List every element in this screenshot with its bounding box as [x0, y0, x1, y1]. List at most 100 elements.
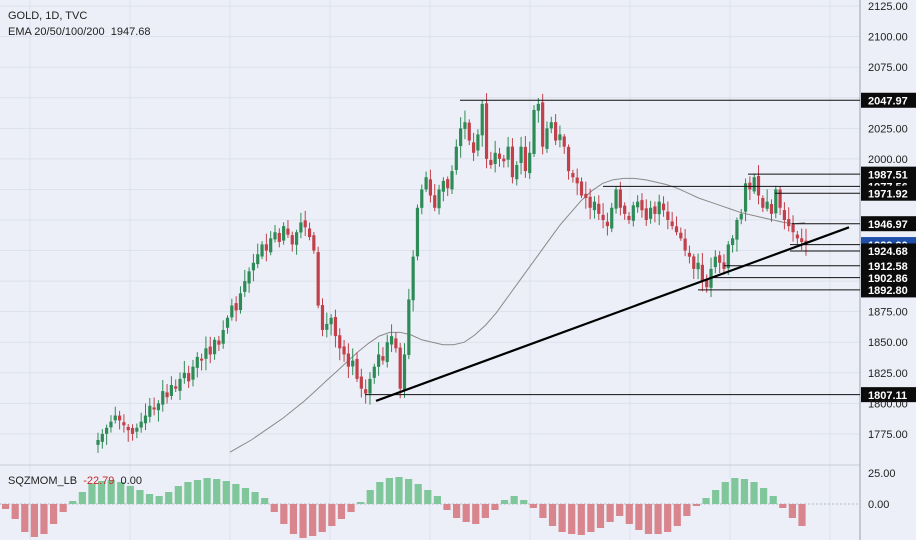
- sqz-bar-54: [520, 500, 528, 504]
- sqz-bar-29: [280, 504, 288, 524]
- candle-73: [411, 250, 415, 312]
- candle-27: [212, 337, 217, 360]
- candle-137: [687, 245, 692, 264]
- candle-body-49: [307, 228, 312, 238]
- candle-54: [329, 314, 333, 336]
- sqz-bar-57: [548, 504, 557, 526]
- candle-body-75: [420, 189, 424, 208]
- candle-body-138: [692, 256, 696, 269]
- sqz-bar-64: [616, 504, 624, 516]
- sqz-bar-61: [587, 504, 595, 532]
- candle-body-6: [122, 422, 126, 426]
- candle-26: [208, 336, 212, 364]
- candle-101: [532, 105, 536, 157]
- candle-body-92: [493, 152, 497, 164]
- candle-72: [407, 288, 411, 360]
- indicator-name: SQZMOM_LB: [8, 475, 78, 487]
- candle-74: [415, 204, 420, 261]
- candle-body-106: [554, 122, 558, 141]
- candle-body-161: [791, 224, 795, 233]
- candle-6: [122, 414, 126, 433]
- candle-body-99: [523, 146, 527, 172]
- candle-114: [588, 188, 592, 220]
- candle-body-69: [394, 338, 398, 349]
- candle-body-144: [718, 255, 722, 263]
- price-tick-10: 1875.00: [868, 307, 908, 319]
- candle-125: [636, 195, 640, 213]
- candle-body-43: [282, 226, 286, 241]
- candle-body-112: [579, 181, 584, 196]
- candle-14: [156, 400, 161, 422]
- candle-154: [761, 195, 765, 213]
- candle-body-46: [294, 232, 299, 245]
- candle-body-51: [316, 252, 320, 306]
- level-1: 1987.51: [748, 166, 916, 182]
- level-4: 1946.97: [792, 216, 916, 232]
- candle-122: [623, 202, 627, 220]
- candle-113: [584, 181, 588, 209]
- candle-39: [264, 233, 268, 262]
- candle-body-127: [644, 208, 648, 220]
- candle-body-52: [320, 305, 325, 330]
- candle-42: [277, 228, 281, 248]
- sqz-bar-56: [539, 504, 547, 518]
- candle-32: [234, 296, 238, 322]
- candle-108: [562, 133, 566, 154]
- candle-112: [579, 177, 584, 199]
- sqz-bar-25: [241, 488, 250, 504]
- candle-body-117: [601, 214, 605, 220]
- sqz-bar-77: [740, 479, 749, 504]
- candle-body-32: [234, 303, 238, 311]
- sqz-bar-8: [78, 492, 86, 504]
- candle-body-125: [636, 201, 640, 208]
- candle-body-3: [109, 421, 113, 428]
- candle-126: [640, 193, 644, 218]
- candle-body-88: [476, 134, 480, 151]
- candle-93: [497, 147, 502, 167]
- sqz-bar-38: [366, 490, 374, 504]
- candle-109: [566, 144, 571, 180]
- candle-86: [467, 119, 471, 146]
- price-tick-4: 2025.00: [868, 123, 908, 135]
- candle-body-1: [100, 433, 104, 442]
- price-tick-12: 1825.00: [868, 368, 908, 380]
- level-label-7: 1912.58: [868, 261, 908, 273]
- level-8: 1902.86: [714, 270, 916, 286]
- candle-163: [800, 228, 804, 251]
- candle-body-16: [165, 392, 169, 398]
- candle-body-4: [113, 415, 117, 421]
- candle-body-149: [739, 213, 743, 220]
- sqz-bar-65: [625, 504, 633, 524]
- sqz-bar-73: [702, 498, 710, 504]
- sqz-bar-17: [165, 492, 173, 504]
- candle-body-139: [696, 262, 700, 270]
- candle-body-39: [264, 244, 268, 251]
- candle-102: [536, 98, 540, 123]
- candle-159: [782, 202, 787, 230]
- candle-87: [471, 132, 476, 161]
- sqz-bar-59: [568, 504, 576, 534]
- candle-body-95: [506, 146, 510, 160]
- sqz-bar-74: [712, 490, 720, 504]
- candle-body-55: [333, 316, 338, 337]
- candle-body-19: [178, 378, 182, 391]
- candle-37: [256, 243, 260, 269]
- candle-body-80: [441, 180, 445, 192]
- candle-body-131: [661, 203, 666, 211]
- candle-body-53: [325, 323, 329, 330]
- candle-92: [493, 140, 497, 173]
- candle-body-12: [148, 405, 152, 417]
- candle-97: [515, 161, 519, 186]
- candle-body-81: [446, 179, 450, 189]
- candle-16: [165, 384, 169, 404]
- candle-body-114: [588, 196, 592, 208]
- candle-body-118: [605, 221, 610, 227]
- sqz-bar-18: [174, 486, 182, 504]
- candle-body-121: [618, 189, 622, 208]
- candle-body-133: [670, 221, 674, 227]
- level-label-bg-4: [861, 216, 916, 232]
- candle-75: [420, 184, 424, 215]
- candle-body-14: [156, 403, 161, 411]
- candle-149: [739, 209, 743, 225]
